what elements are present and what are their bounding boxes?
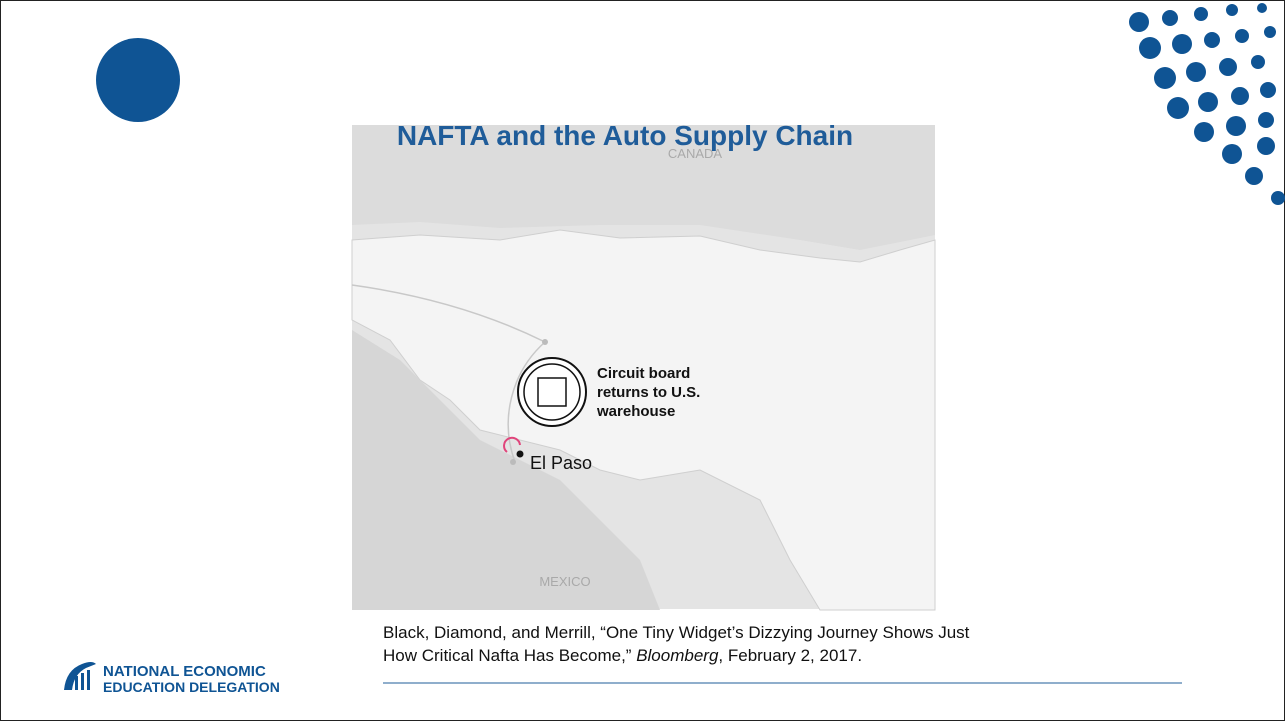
map-canada — [352, 125, 935, 250]
callout-icon-inner — [523, 363, 581, 421]
el-paso-dot-gray — [510, 459, 516, 465]
callout-line: returns to U.S. — [597, 384, 700, 401]
decor-dot — [1257, 137, 1275, 155]
decor-dot — [1226, 116, 1246, 136]
decor-dot — [1194, 122, 1214, 142]
citation-line: Black, Diamond, and Merrill, “One Tiny W… — [383, 623, 970, 642]
el-paso-dot — [516, 450, 524, 458]
decor-dots — [1129, 3, 1285, 205]
decor-dot — [1226, 4, 1238, 16]
logo-mark — [87, 670, 90, 690]
logo-mark — [75, 676, 78, 690]
logo: NATIONAL ECONOMIC EDUCATION DELEGATION — [64, 662, 280, 695]
route-arc — [507, 341, 546, 463]
decor-dot — [1139, 37, 1161, 59]
return-arrow — [503, 436, 521, 453]
decor-dot — [1162, 10, 1178, 26]
decor-dot — [1154, 67, 1176, 89]
callout-icon — [517, 357, 587, 427]
map-mexico — [352, 330, 660, 610]
callout-line: Circuit board — [597, 365, 690, 382]
route-line — [351, 284, 546, 343]
decor-dot — [1204, 32, 1220, 48]
citation-line: How Critical Nafta Has Become,” Bloomber… — [383, 646, 862, 665]
decor-dot — [1264, 26, 1276, 38]
decor-dot — [1172, 34, 1192, 54]
decor-dot — [1194, 7, 1208, 21]
circuit-board — [537, 377, 567, 407]
map: CANADA MEXICO El Paso Circuit board retu… — [351, 125, 936, 611]
decor-dot — [1271, 191, 1285, 205]
decor-dot — [1129, 12, 1149, 32]
logo-mark — [64, 662, 96, 690]
citation-text: , February 2, 2017. — [718, 646, 862, 665]
logo-text: EDUCATION DELEGATION — [103, 679, 280, 695]
canada-label: CANADA — [668, 146, 723, 161]
decor-dot — [1222, 144, 1242, 164]
decor-dot — [1258, 112, 1274, 128]
citation-source: Bloomberg — [636, 646, 719, 665]
decor-dot — [1257, 3, 1267, 13]
decor-dot — [1245, 167, 1263, 185]
el-paso-label: El Paso — [530, 453, 592, 473]
decor-dot — [1231, 87, 1249, 105]
citation-text: How Critical Nafta Has Become,” — [383, 646, 636, 665]
decor-dot — [1186, 62, 1206, 82]
decor-dot — [1260, 82, 1276, 98]
map-usa — [351, 229, 936, 611]
decor-dot — [1219, 58, 1237, 76]
decor-circle — [96, 38, 180, 122]
callout-line: warehouse — [596, 403, 675, 420]
mexico-label: MEXICO — [539, 574, 590, 589]
decor-dot — [1235, 29, 1249, 43]
logo-mark — [81, 673, 84, 690]
slide-title: NAFTA and the Auto Supply Chain — [397, 120, 853, 151]
decor-dot — [1251, 55, 1265, 69]
decor-dot — [1198, 92, 1218, 112]
decor-dot — [1167, 97, 1189, 119]
logo-text: NATIONAL ECONOMIC — [103, 663, 266, 680]
route-point — [542, 339, 548, 345]
